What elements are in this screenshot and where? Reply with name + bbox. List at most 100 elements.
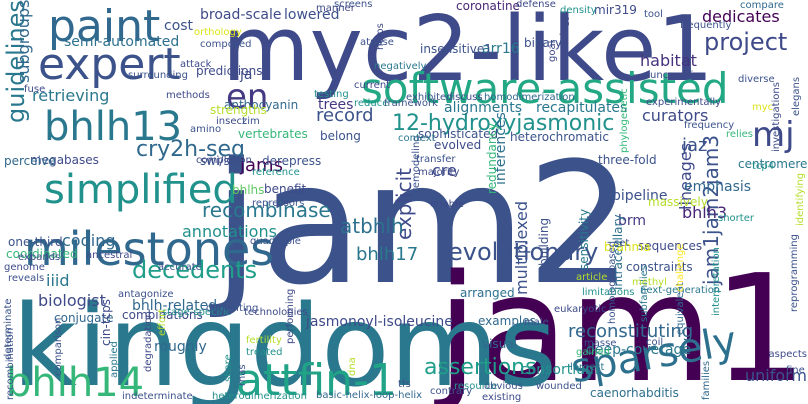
cloud-word: massively	[648, 195, 708, 209]
cloud-word: attfin-1	[236, 355, 397, 404]
cloud-word: coding	[62, 231, 116, 250]
cloud-word: resource	[454, 381, 498, 392]
cloud-word: expands	[18, 252, 61, 263]
cloud-word: coil	[646, 337, 664, 348]
cloud-word: sophisticated	[418, 127, 499, 141]
cloud-word: iiid	[46, 271, 70, 290]
cloud-word: surrounding	[128, 70, 188, 81]
cloud-word: tcp4	[752, 161, 775, 172]
cloud-word: combinations	[122, 308, 203, 322]
cloud-word: contrary	[430, 386, 473, 397]
cloud-word: constraints	[626, 260, 693, 274]
cloud-word: strengths	[210, 103, 267, 117]
cloud-word: roughly	[154, 339, 207, 355]
cloud-word: testing	[314, 89, 349, 100]
cloud-word: sequences	[638, 239, 703, 253]
cloud-word: dna	[347, 357, 358, 376]
cloud-word: broad-scale	[200, 7, 282, 23]
cloud-word: amino	[190, 124, 222, 135]
cloud-word: manner	[316, 3, 355, 14]
cloud-word: expert	[38, 39, 181, 90]
cloud-word: semi-automated	[64, 34, 180, 50]
cloud-word: swi/snf	[200, 154, 242, 168]
cloud-word: relies	[726, 129, 753, 140]
cloud-word: three-fold	[598, 153, 657, 167]
cloud-word: eukaryotic	[554, 304, 607, 315]
cloud-word: reduce	[354, 98, 389, 109]
cloud-word: building	[537, 217, 551, 266]
cloud-word: repressors	[252, 198, 305, 209]
cloud-word: milestones	[24, 222, 275, 276]
cloud-word: cre	[432, 161, 457, 180]
cloud-word: jam1	[436, 243, 807, 404]
cloud-word: heterochromatic	[510, 130, 609, 144]
cloud-word: enable	[430, 199, 464, 210]
cloud-word: male	[524, 317, 549, 328]
cloud-word: exhibited	[406, 92, 453, 103]
cloud-word: jaz	[682, 135, 708, 156]
cloud-word: heterodimerization	[212, 391, 308, 402]
cloud-word: compare	[740, 0, 784, 11]
cloud-word: emphasis	[684, 179, 752, 195]
cloud-word: benefit	[264, 182, 307, 196]
cloud-word: degradation	[143, 311, 154, 372]
cloud-word: jam2	[213, 126, 634, 322]
cloud-word: ja	[240, 67, 253, 83]
cloud-word: families	[701, 360, 712, 400]
cloud-word: one-third	[8, 235, 63, 249]
cloud-word: helps	[375, 23, 386, 50]
cloud-word: homodimerization	[484, 92, 575, 103]
cloud-word: subgroups	[14, 0, 33, 84]
cloud-word: diverse	[738, 74, 775, 85]
cloud-word: cin-tcps	[99, 298, 113, 346]
cloud-word: habitat	[640, 51, 697, 70]
cloud-word: myc	[752, 102, 774, 113]
cloud-word: effort	[157, 308, 168, 336]
cloud-word: megabases	[30, 153, 99, 167]
cloud-word: defense	[516, 0, 556, 10]
cloud-word: vertebrates	[238, 127, 308, 141]
cloud-word: treated	[246, 347, 283, 358]
cloud-word: biologist	[38, 291, 106, 310]
cloud-word: software-assisted	[361, 64, 729, 113]
cloud-word: next-generation	[640, 285, 721, 296]
cloud-word: depositing	[206, 303, 259, 314]
cloud-word: comparison	[53, 317, 64, 376]
cloud-word: centromere	[738, 157, 808, 171]
cloud-word: ontology	[559, 14, 570, 58]
cloud-word: ancestral	[86, 250, 133, 261]
cloud-word: reveals	[8, 273, 45, 284]
cloud-word: stage-specific	[162, 307, 232, 318]
cloud-word: perceive	[4, 154, 56, 168]
cloud-word: record	[316, 105, 374, 126]
cloud-word: article	[576, 272, 608, 283]
cloud-word: masse	[584, 338, 617, 349]
cloud-word: caenorhabditis	[590, 386, 679, 400]
cloud-word: reprogramming	[789, 234, 800, 312]
cloud-word: wounded	[536, 381, 582, 392]
cloud-word: bhlhs	[232, 183, 265, 197]
cloud-word: composed	[200, 39, 252, 50]
cloud-word: performing	[285, 288, 296, 344]
cloud-word: dedicates	[702, 7, 780, 26]
cloud-word: methyl	[632, 277, 667, 288]
cloud-word: basic-helix-loop-helix	[316, 390, 423, 401]
cloud-word: fertility	[246, 335, 282, 346]
cloud-word: belong	[320, 129, 361, 143]
cloud-word: uniform	[744, 366, 807, 385]
cloud-word: current	[354, 80, 391, 91]
cloud-word: mir319	[594, 3, 637, 17]
cloud-word: methods	[166, 90, 210, 101]
cloud-word: rnas	[237, 364, 248, 386]
cloud-word: anthocyanin	[224, 98, 299, 112]
cloud-word: brm	[618, 213, 647, 229]
cloud-word: arranged	[460, 286, 515, 300]
cloud-word: tfs	[398, 379, 411, 390]
cloud-word: majority	[418, 167, 460, 178]
cloud-word: shorter	[718, 213, 754, 224]
cloud-word: reference	[252, 167, 300, 178]
cloud-word: bhlh-related	[132, 298, 218, 314]
cloud-word: recapitulates	[536, 100, 628, 116]
cloud-word: decedents	[132, 256, 258, 284]
